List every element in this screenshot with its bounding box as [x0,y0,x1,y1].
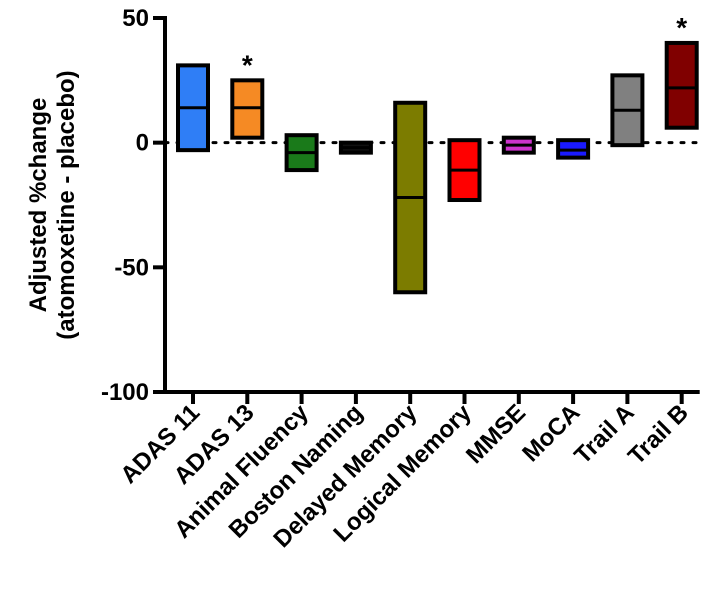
y-tick-label: 0 [136,130,149,157]
category-label: Trail A [569,399,639,469]
y-axis-title-line-1: Adjusted %change [25,98,52,313]
y-tick-label: -100 [101,379,149,406]
y-tick-label: -50 [114,254,149,281]
significance-marker: * [676,12,687,43]
range-bar [664,40,699,130]
category-label: Trail B [623,399,694,470]
category-label: MMSE [461,399,531,469]
y-axis-title: Adjusted %change (atomoxetine - placebo) [25,70,80,339]
y-tick-label: 50 [122,5,149,32]
y-axis-title-line-2: (atomoxetine - placebo) [53,70,80,339]
significance-marker: * [242,49,253,80]
